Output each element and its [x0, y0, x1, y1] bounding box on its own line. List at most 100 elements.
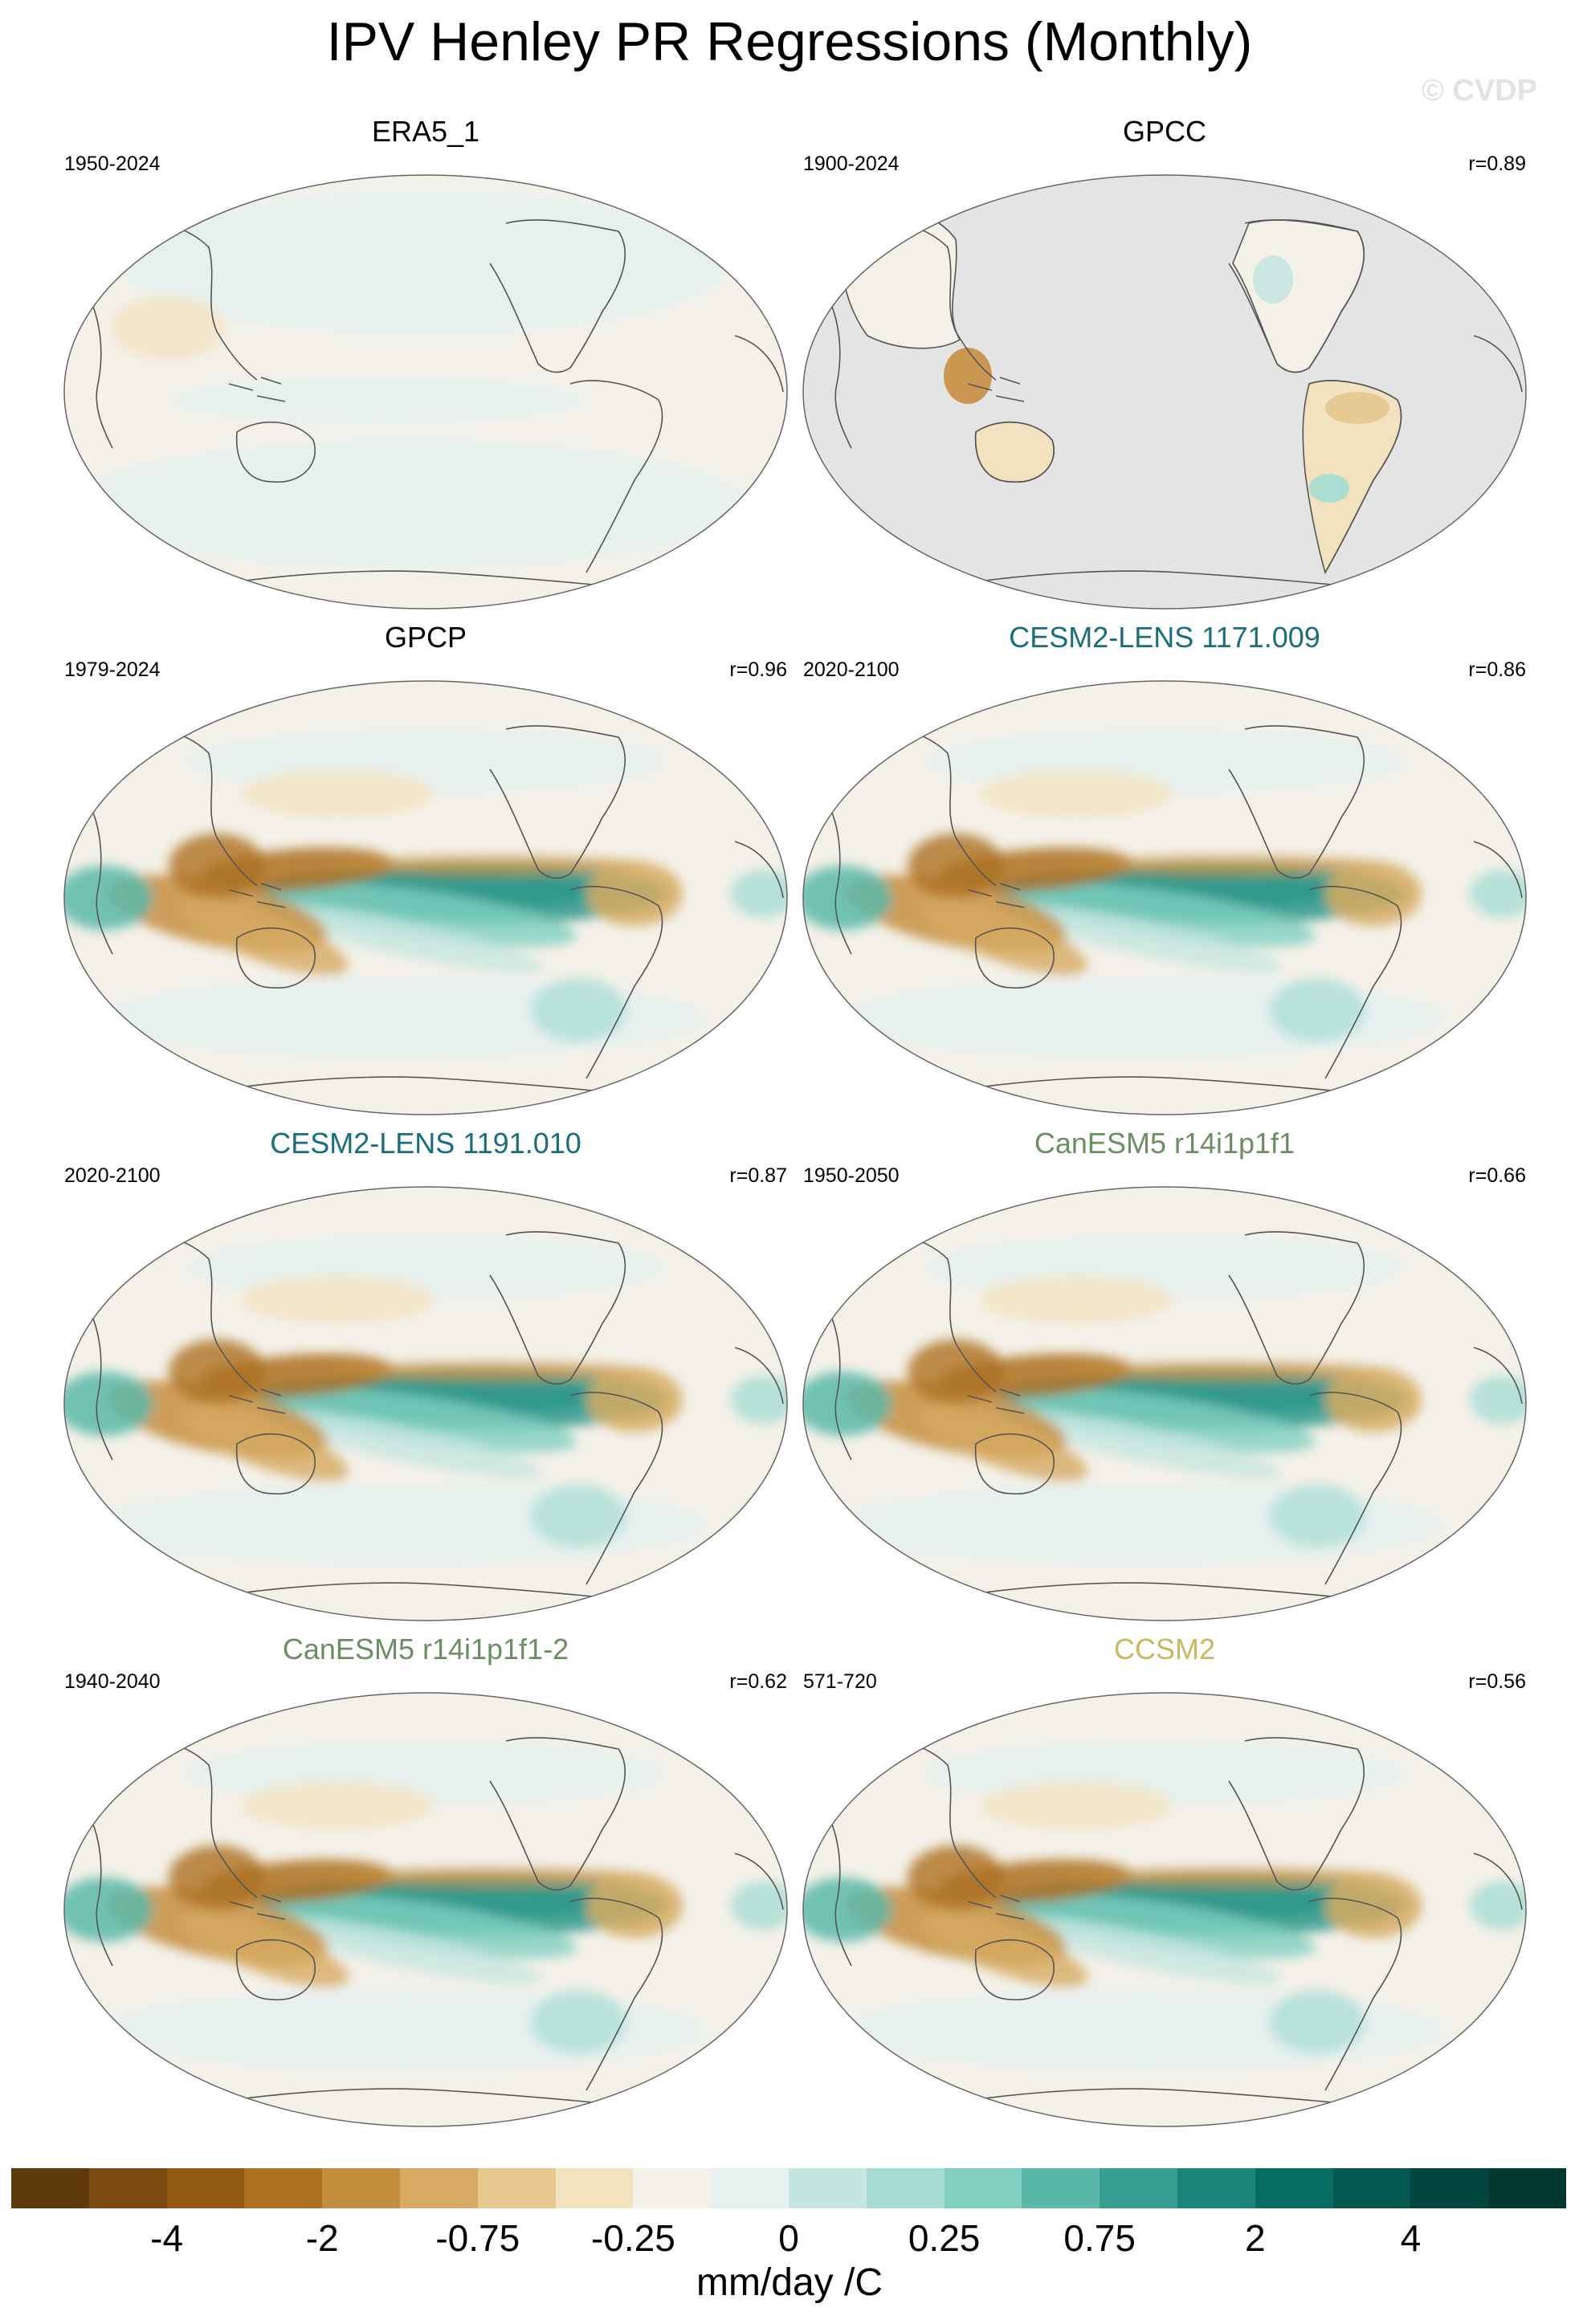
coastline [1308, 1392, 1402, 1585]
coastline [955, 2088, 1374, 2107]
anomaly-region [169, 376, 586, 424]
panel-years: 1979-2024 [64, 658, 161, 681]
coastline [228, 883, 286, 908]
anomaly-region [329, 1362, 651, 1381]
anomaly-region [258, 881, 577, 947]
coastline [569, 1898, 663, 2091]
panel-years: 2020-2100 [64, 1164, 161, 1187]
colorbar-swatch [789, 2168, 867, 2208]
global-map [63, 174, 788, 610]
anomaly-region [908, 1339, 1004, 1404]
coastline [489, 725, 626, 879]
map-panel-ccsm2: CCSM2 571-720 r=0.56 [795, 1633, 1534, 2136]
coastline [1228, 219, 1365, 373]
anomaly-region [169, 1845, 265, 1910]
anomaly-region [530, 978, 626, 1042]
panel-title: CCSM2 [1113, 1633, 1216, 1666]
coastline [235, 927, 316, 989]
map-panel-canesm1: CanESM5 r14i1p1f1 1950-2050 r=0.66 [795, 1127, 1534, 1630]
coastline [1473, 1853, 1523, 1910]
map-boundary [63, 174, 788, 610]
watermark: © CVDP [1421, 74, 1537, 108]
panel-years: 1950-2050 [803, 1164, 900, 1187]
anomaly-region [920, 899, 1087, 976]
panel-title: CanESM5 r14i1p1f1-2 [282, 1633, 569, 1666]
anomaly-region [980, 1275, 1173, 1323]
coastline [967, 1388, 1025, 1414]
colorbar-tick-label: 0.75 [1063, 2217, 1136, 2259]
coastline [1473, 1347, 1523, 1405]
colorbar-tick-label: -0.75 [435, 2217, 520, 2259]
anomaly-region [1068, 856, 1389, 875]
anomaly-region [169, 1339, 265, 1404]
global-map [802, 1692, 1527, 2127]
anomaly-region [908, 834, 1004, 898]
anomaly-region [1269, 978, 1365, 1042]
anomaly-region [530, 1484, 626, 1548]
anomaly-region [920, 1911, 1087, 1988]
anomaly-region [241, 1275, 434, 1323]
anomaly-region [998, 903, 1283, 973]
anomaly-region [920, 1405, 1087, 1482]
anomaly-region [803, 866, 892, 930]
colorbar-tick-label: 2 [1245, 2217, 1266, 2259]
coastline [216, 1582, 635, 1601]
colorbar-units: mm/day /C [696, 2261, 883, 2304]
coastline [974, 927, 1055, 989]
map-boundary [802, 1692, 1527, 2127]
coastline [974, 1433, 1055, 1494]
colorbar-swatch [322, 2168, 400, 2208]
anomaly-region [997, 1387, 1316, 1453]
panel-correlation: r=0.56 [1468, 1670, 1526, 1693]
coastline [569, 1392, 663, 1585]
panel-years: 1950-2024 [64, 153, 161, 175]
anomaly-region [182, 1405, 349, 1482]
anomaly-region [64, 1878, 153, 1942]
anomaly-region [112, 296, 225, 360]
anomaly-region [329, 1868, 651, 1887]
coastline [88, 295, 113, 449]
colorbar-swatch [1022, 2168, 1100, 2208]
map-boundary [63, 1692, 788, 2127]
anomaly-region [980, 769, 1173, 817]
panel-correlation: r=0.86 [1468, 658, 1526, 681]
anomaly-region [1068, 1362, 1389, 1381]
panel-correlation: r=0.66 [1468, 1164, 1526, 1187]
colorbar-tick-label: 0.25 [908, 2217, 981, 2259]
panel-years: 571-720 [803, 1670, 877, 1693]
map-boundary [802, 680, 1527, 1115]
coastline [489, 219, 626, 373]
anomaly-region [1068, 1868, 1389, 1887]
precip-anomaly-marker [1309, 474, 1349, 503]
coastline [955, 1582, 1374, 1601]
precip-anomaly-marker [1325, 392, 1389, 424]
global-map [802, 680, 1527, 1115]
coastline [826, 1812, 852, 1967]
panel-title: GPCC [1122, 115, 1206, 148]
panel-correlation: r=0.89 [1468, 153, 1526, 175]
anomaly-region [64, 866, 153, 930]
panel-title: CESM2-LENS 1171.009 [1009, 621, 1320, 654]
colorbar-swatch [244, 2168, 323, 2208]
coastline [1308, 380, 1402, 573]
map-boundary [802, 174, 1527, 610]
coastline [235, 1939, 316, 2000]
coastline [1308, 886, 1402, 1079]
panel-correlation: r=0.62 [729, 1670, 787, 1693]
anomaly-region [64, 1372, 153, 1436]
map-boundary [802, 1186, 1527, 1621]
colorbar-labels: -4 -2 -0.75 -0.25 0 0.25 0.75 2 4 [11, 2216, 1566, 2265]
colorbar-tick-label: -4 [150, 2217, 184, 2259]
map-boundary [63, 1186, 788, 1621]
anomaly-region [1269, 1990, 1365, 2054]
anomaly-region [259, 1409, 544, 1479]
colorbar-swatch [555, 2168, 634, 2208]
coastline [734, 841, 784, 899]
coastline [1228, 1231, 1365, 1385]
anomaly-region [803, 1878, 892, 1942]
colorbar-swatch [944, 2168, 1022, 2208]
colorbar-swatch [88, 2168, 167, 2208]
map-panel-cesm2: CESM2-LENS 1191.010 2020-2100 r=0.87 [56, 1127, 795, 1630]
coastline [216, 1076, 635, 1095]
coastline [1308, 1898, 1402, 2091]
